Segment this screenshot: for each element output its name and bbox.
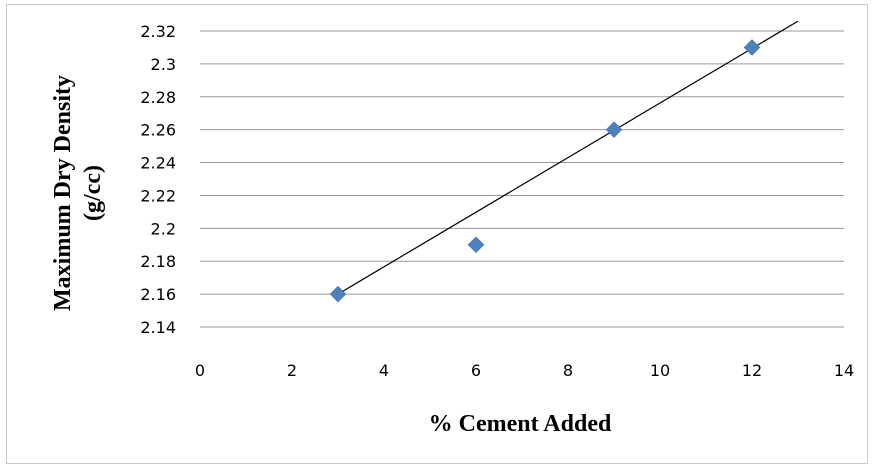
data-point [743,39,761,56]
x-tick-label: 0 [195,361,205,380]
x-tick-label: 14 [834,361,854,380]
x-tick-label: 8 [563,361,573,380]
y-tick-label: 2.16 [140,285,176,304]
y-tick-label: 2.14 [140,318,176,337]
y-axis-title: Maximum Dry Density (g/cc) [50,75,106,311]
y-tick-label: 2.24 [140,154,176,173]
y-axis-title-line2: (g/cc) [80,165,106,221]
x-axis-title: % Cement Added [429,411,612,437]
trendline [337,20,799,295]
x-tick-label: 6 [471,361,481,380]
x-tick-label: 12 [742,361,762,380]
data-point [605,121,623,139]
y-tick-label: 2.18 [140,252,176,271]
y-axis-title-line1: Maximum Dry Density [50,75,76,311]
data-point [329,285,347,303]
x-tick-label: 2 [287,361,297,380]
y-tick-label: 2.26 [140,121,176,140]
y-tick-label: 2.3 [151,55,176,74]
y-tick-label: 2.32 [140,22,176,41]
x-tick-label: 10 [650,361,670,380]
y-tick-label: 2.28 [140,88,176,107]
x-tick-labels: 0 2 4 6 8 10 12 14 [195,361,854,380]
y-tick-label: 2.22 [140,186,176,205]
y-tick-label: 2.2 [151,219,176,238]
y-tick-labels: 2.14 2.16 2.18 2.2 2.22 2.24 2.26 2.28 2.3 2.32 [140,22,176,337]
trendline-group [337,20,799,295]
x-tick-label: 4 [379,361,389,380]
gridlines [200,30,844,328]
data-point [467,236,485,254]
chart-frame [6,4,868,464]
data-points [329,39,761,303]
